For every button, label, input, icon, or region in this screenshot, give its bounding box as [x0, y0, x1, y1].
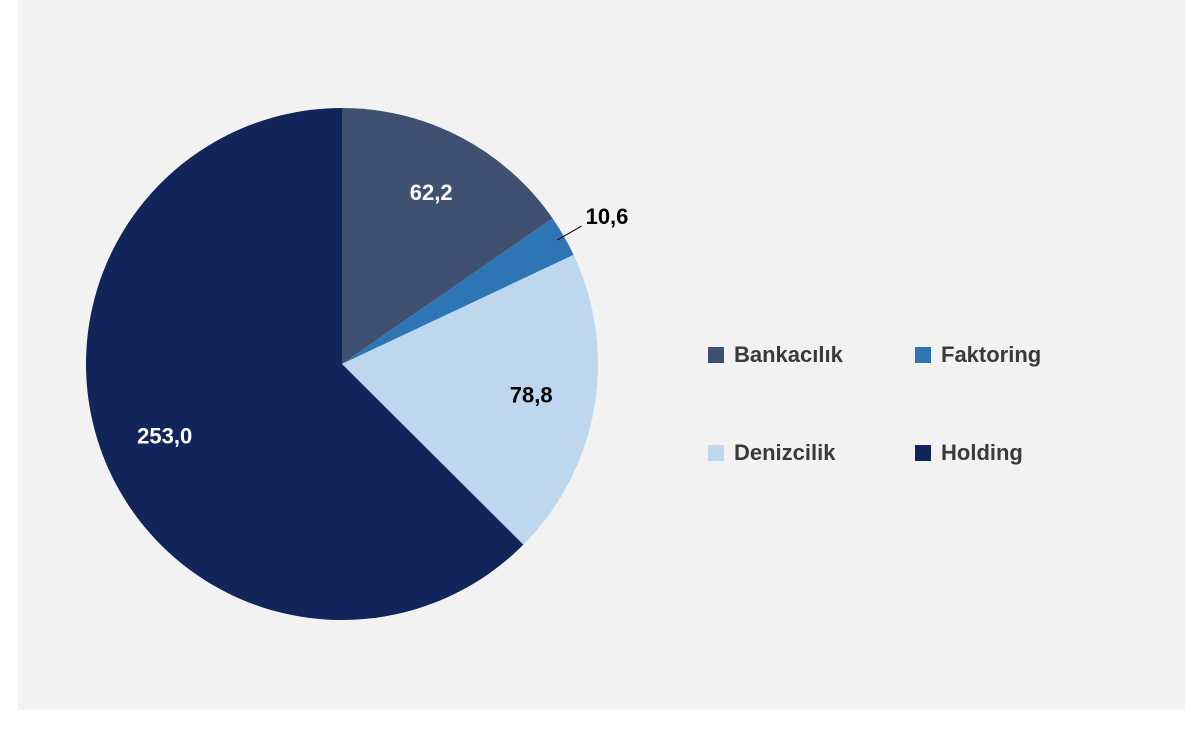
legend-label: Faktoring	[941, 342, 1041, 367]
legend-swatch	[708, 445, 724, 461]
pie-slice	[342, 108, 553, 364]
data-label: 62,2	[410, 180, 453, 205]
leader-line	[556, 225, 582, 241]
legend-label: Bankacılık	[734, 342, 844, 367]
data-label: 253,0	[137, 423, 192, 448]
pie-slice	[85, 108, 524, 620]
legend-swatch	[915, 445, 931, 461]
data-label: 78,8	[510, 383, 553, 408]
legend-swatch	[708, 347, 724, 363]
pie-slice	[342, 218, 574, 364]
legend-label: Holding	[941, 440, 1023, 465]
data-label: 10,6	[586, 204, 629, 229]
legend-swatch	[915, 347, 931, 363]
legend-label: Denizcilik	[734, 440, 836, 465]
pie-slice	[342, 254, 599, 545]
